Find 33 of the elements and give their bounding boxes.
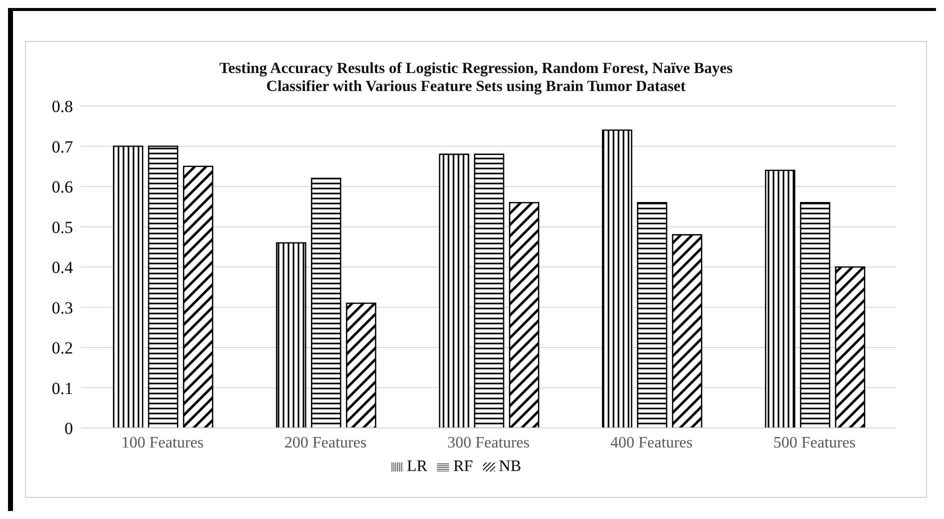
bar — [602, 130, 632, 428]
x-tick-label: 500 Features — [773, 434, 856, 452]
chart-title: Testing Accuracy Results of Logistic Regression, Random Forest, Naïve Bayes Classifier with Various Feature Sets using Brain Tumor Dataset — [218, 60, 734, 96]
bar — [764, 170, 796, 428]
y-tick-label: 0.7 — [52, 137, 74, 156]
legend-label: LR — [406, 458, 428, 475]
bar — [310, 178, 342, 428]
bar — [800, 202, 830, 428]
bar — [834, 266, 866, 428]
y-tick-label: 0 — [64, 419, 73, 438]
bar — [276, 242, 306, 428]
y-tick-label: 0.3 — [52, 298, 73, 318]
y-tick-label: 0.2 — [52, 338, 73, 358]
y-tick-label: 0.6 — [52, 178, 73, 197]
bar — [474, 154, 504, 428]
y-tick-label: 0.4 — [52, 258, 74, 278]
legend-label: NB — [498, 458, 522, 475]
y-tick-label: 0.8 — [52, 97, 73, 116]
bar — [182, 166, 214, 428]
bar — [438, 154, 470, 428]
legend-label: RF — [453, 458, 473, 475]
bar — [636, 202, 668, 428]
bar — [112, 146, 144, 428]
bar — [148, 146, 178, 428]
bar — [508, 202, 540, 428]
bar — [346, 302, 376, 428]
x-tick-label: 400 Features — [610, 434, 693, 452]
x-tick-label: 100 Features — [121, 434, 204, 452]
y-tick-label: 0.1 — [52, 378, 73, 398]
y-tick-label: 0.5 — [52, 218, 73, 237]
x-tick-label: 200 Features — [284, 434, 367, 452]
x-tick-label: 300 Features — [447, 434, 530, 452]
bar — [672, 234, 702, 428]
